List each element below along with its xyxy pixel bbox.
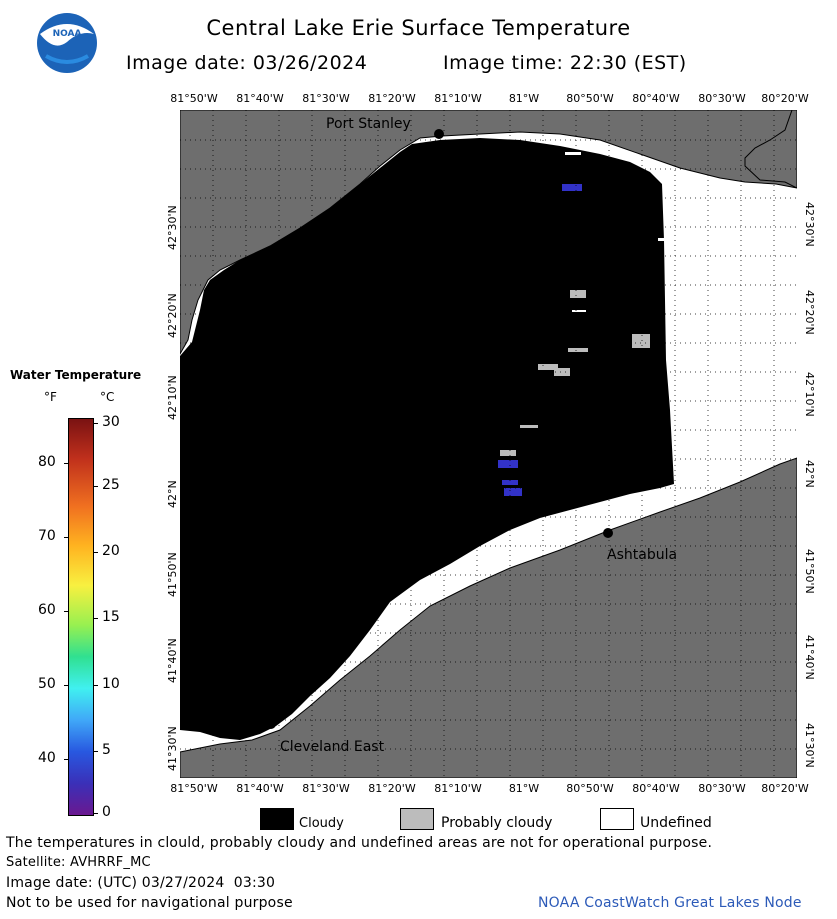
temperature-pixel	[562, 184, 582, 191]
lat-label-left: 42°20'N	[166, 293, 179, 338]
lon-label-top: 81°30'W	[302, 92, 350, 105]
place-label-ashtabula: Ashtabula	[607, 547, 678, 563]
lon-label-bottom: 80°50'W	[566, 782, 614, 795]
probably-cloudy-patch	[568, 348, 588, 352]
footer-note: The temperatures in clould, probably clo…	[6, 835, 713, 851]
place-marker-ashtabula	[603, 528, 613, 538]
page-title: Central Lake Erie Surface Temperature	[206, 16, 631, 40]
lon-label-bottom: 81°10'W	[434, 782, 482, 795]
probably-cloudy-patch	[520, 425, 538, 428]
legend-f-tick: 60	[38, 602, 56, 618]
lat-label-right: 41°30'N	[803, 723, 816, 768]
utc-date: Image date: (UTC) 03/27/2024 03:30	[6, 875, 276, 891]
undefined-label: Undefined	[640, 815, 712, 831]
place-marker-port-stanley	[434, 129, 444, 139]
legend-f-tick: 70	[38, 528, 56, 544]
probably-cloudy-swatch	[400, 808, 434, 830]
lon-label-bottom: 81°20'W	[368, 782, 416, 795]
legend-c-tick: 30	[102, 414, 120, 430]
credit: NOAA CoastWatch Great Lakes Node	[538, 895, 802, 911]
lon-label-bottom: 81°W	[508, 782, 540, 795]
legend-c-tick: 5	[102, 742, 111, 758]
lon-label-bottom: 80°40'W	[632, 782, 680, 795]
image-time: Image time: 22:30 (EST)	[443, 52, 687, 74]
navigation-warning: Not to be used for navigational purpose	[6, 895, 293, 911]
map-canvas	[179, 109, 798, 779]
legend-c-tick: 20	[102, 543, 120, 559]
legend-unit-c: °C	[100, 390, 115, 404]
noaa-logo: NOAA	[36, 12, 98, 74]
map-frame	[179, 109, 798, 779]
lon-label-bottom: 80°20'W	[761, 782, 809, 795]
probably-cloudy-patch	[570, 290, 586, 298]
lon-label-bottom: 81°50'W	[170, 782, 218, 795]
legend-c-tick: 10	[102, 676, 120, 692]
lat-label-right: 42°30'N	[803, 202, 816, 247]
lat-label-left: 42°30'N	[166, 205, 179, 250]
lat-label-right: 42°10'N	[803, 372, 816, 417]
probably-cloudy-patch	[632, 334, 650, 348]
place-label-cleveland-east: Cleveland East	[280, 739, 385, 755]
lon-label-top: 81°W	[508, 92, 540, 105]
cloudy-area	[180, 138, 674, 740]
legend-f-tick: 80	[38, 454, 56, 470]
lat-label-right: 41°50'N	[803, 549, 816, 594]
lon-label-bottom: 81°40'W	[236, 782, 284, 795]
lat-label-left: 42°10'N	[166, 375, 179, 420]
image-date: Image date: 03/26/2024	[126, 52, 368, 74]
color-scale-bar	[68, 418, 94, 816]
lat-label-left: 41°50'N	[166, 552, 179, 597]
satellite-info: Satellite: AVHRRF_MC	[6, 855, 151, 870]
place-label-port-stanley: Port Stanley	[326, 116, 411, 132]
undefined-swatch	[600, 808, 634, 830]
legend-f-tick: 40	[38, 750, 56, 766]
temperature-pixel	[504, 488, 522, 496]
place-marker-cleveland-east	[266, 719, 276, 729]
lat-label-right: 41°40'N	[803, 635, 816, 680]
probably-cloudy-patch	[554, 368, 570, 376]
lat-label-left: 42°N	[166, 480, 179, 508]
lon-label-bottom: 81°30'W	[302, 782, 350, 795]
temperature-pixel	[498, 460, 518, 468]
noaa-logo-text: NOAA	[53, 29, 82, 39]
legend-f-tick: 50	[38, 676, 56, 692]
lat-label-right: 42°20'N	[803, 290, 816, 335]
probably-cloudy-label: Probably cloudy	[441, 815, 553, 831]
lon-label-top: 81°50'W	[170, 92, 218, 105]
legend-c-tick: 25	[102, 477, 120, 493]
cloudy-label: Cloudy	[299, 816, 344, 831]
legend-c-tick: 0	[102, 804, 111, 820]
lon-label-top: 80°20'W	[761, 92, 809, 105]
lon-label-bottom: 80°30'W	[698, 782, 746, 795]
lon-label-top: 81°10'W	[434, 92, 482, 105]
lat-label-left: 41°30'N	[166, 726, 179, 771]
lat-label-right: 42°N	[803, 460, 816, 488]
temperature-pixel	[502, 480, 518, 485]
lon-label-top: 80°30'W	[698, 92, 746, 105]
lon-label-top: 81°40'W	[236, 92, 284, 105]
probably-cloudy-patch	[500, 450, 516, 456]
legend-c-tick: 15	[102, 609, 120, 625]
legend-unit-f: °F	[44, 390, 57, 404]
cloudy-swatch	[260, 808, 294, 830]
lon-label-top: 80°40'W	[632, 92, 680, 105]
legend-title: Water Temperature	[10, 368, 142, 382]
probably-cloudy-patch	[538, 364, 558, 370]
lon-label-top: 80°50'W	[566, 92, 614, 105]
land-south	[179, 457, 798, 779]
lat-label-left: 41°40'N	[166, 638, 179, 683]
lon-label-top: 81°20'W	[368, 92, 416, 105]
